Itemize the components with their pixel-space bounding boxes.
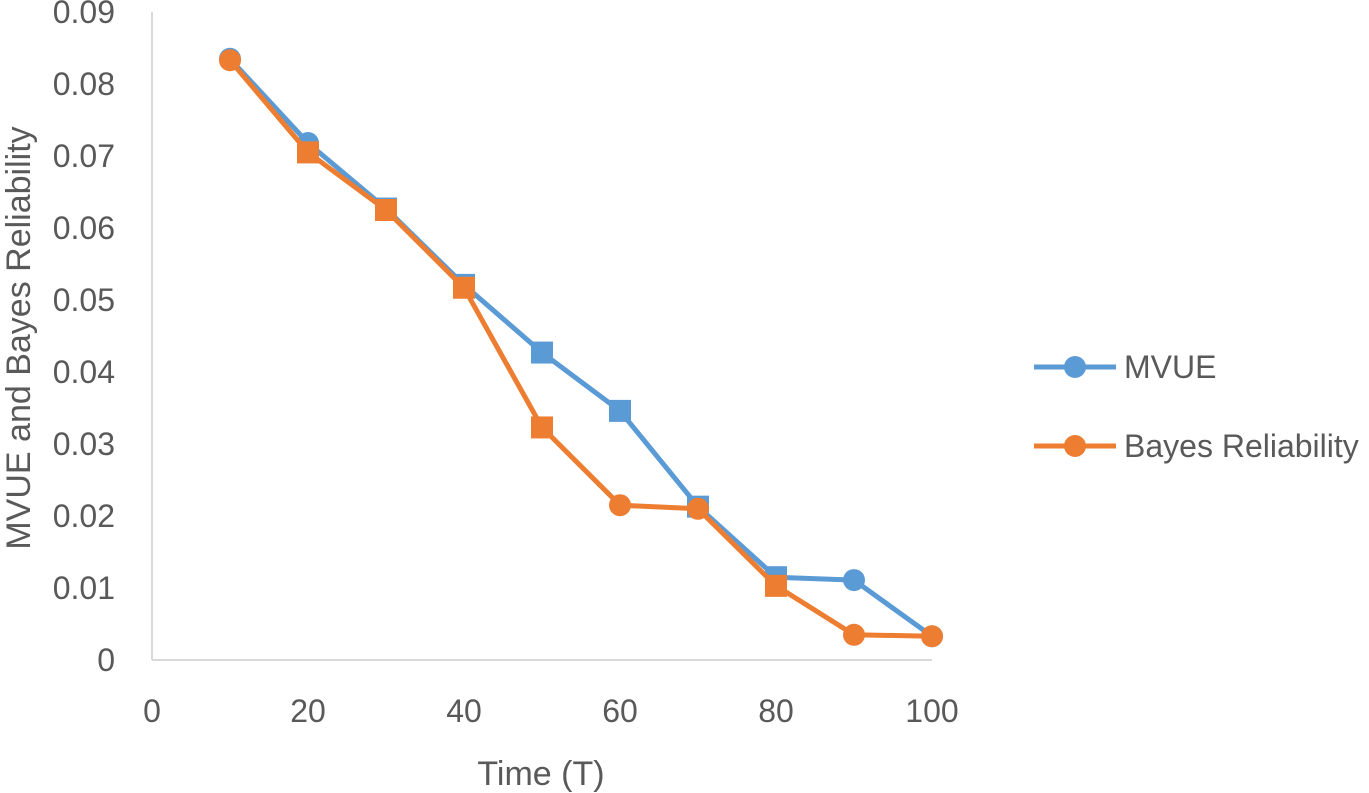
series-line <box>227 57 935 639</box>
data-point-marker <box>609 399 631 422</box>
data-point-marker <box>765 574 787 597</box>
chart-axes <box>151 12 932 661</box>
legend-item: Bayes Reliability <box>1034 428 1359 464</box>
data-point-marker <box>453 276 475 299</box>
data-point-marker <box>531 341 553 364</box>
y-tick-label: 0.08 <box>53 66 115 102</box>
y-tick-label: 0 <box>97 642 115 678</box>
x-axis-label: Time (T) <box>477 755 604 793</box>
series-mvue <box>219 47 943 648</box>
y-axis-label: MVUE and Bayes Reliability <box>0 126 38 549</box>
y-tick-label: 0.05 <box>53 282 115 318</box>
legend-label: Bayes Reliability <box>1124 428 1359 464</box>
data-point-marker <box>843 623 865 646</box>
y-tick-label: 0.06 <box>53 210 115 246</box>
legend-marker <box>1064 356 1086 378</box>
x-tick-label: 0 <box>143 693 161 729</box>
x-tick-label: 60 <box>602 693 638 729</box>
data-point-marker <box>609 494 631 517</box>
data-point-marker <box>687 497 709 520</box>
x-tick-label: 40 <box>446 693 482 729</box>
y-tick-label: 0.02 <box>53 498 115 534</box>
series-layer <box>219 47 943 648</box>
data-point-marker <box>297 141 319 164</box>
series-line <box>227 56 935 639</box>
x-tick-label: 100 <box>905 693 958 729</box>
x-tick-label: 20 <box>290 693 326 729</box>
y-tick-label: 0.01 <box>53 570 115 606</box>
data-point-marker <box>531 416 553 439</box>
data-point-marker <box>843 569 865 592</box>
legend-item: MVUE <box>1034 349 1216 385</box>
x-tick-label: 80 <box>758 693 794 729</box>
data-point-marker <box>375 199 397 221</box>
data-point-marker <box>921 625 943 648</box>
y-tick-label: 0.07 <box>53 138 115 174</box>
y-tick-label: 0.03 <box>53 426 115 462</box>
legend: MVUE Bayes Reliability <box>1034 349 1359 464</box>
x-tick-labels: 0 20 40 60 80 100 <box>143 693 959 729</box>
series-bayes-reliability <box>219 49 943 648</box>
y-tick-label: 0.04 <box>53 354 115 390</box>
legend-marker <box>1064 435 1086 457</box>
data-point-marker <box>219 49 241 72</box>
y-tick-labels: 0 0.01 0.02 0.03 0.04 0.05 0.06 0.07 0.08 0.09 <box>53 0 115 678</box>
legend-label: MVUE <box>1124 349 1216 385</box>
y-tick-label: 0.09 <box>53 0 115 30</box>
